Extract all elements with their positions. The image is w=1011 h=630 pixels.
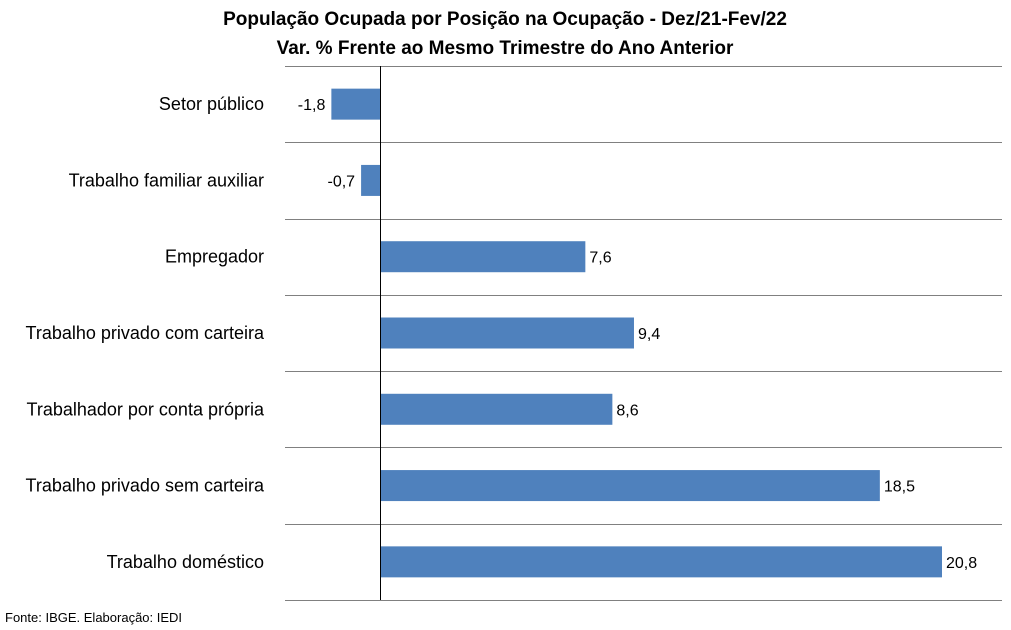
bar: [380, 470, 880, 502]
chart-subtitle: Var. % Frente ao Mesmo Trimestre do Ano …: [277, 38, 734, 59]
value-label: 9,4: [638, 326, 660, 343]
value-label: -0,7: [328, 173, 356, 190]
source-note: Fonte: IBGE. Elaboração: IEDI: [5, 610, 182, 625]
bar: [331, 88, 380, 120]
value-label: 18,5: [884, 479, 915, 496]
category-label: Empregador: [165, 247, 264, 267]
category-label: Trabalho familiar auxiliar: [69, 170, 264, 190]
bar: [380, 393, 613, 425]
bars: [331, 88, 942, 578]
gridlines: [285, 66, 1002, 601]
bar: [361, 164, 380, 196]
category-label: Trabalhador por conta própria: [27, 399, 265, 419]
chart-title: População Ocupada por Posição na Ocupaçã…: [223, 9, 787, 30]
value-label: 8,6: [616, 402, 638, 419]
category-label: Setor público: [159, 94, 264, 114]
category-labels: Setor público Trabalho familiar auxiliar E…: [26, 94, 265, 572]
category-label: Trabalho doméstico: [107, 552, 264, 572]
bar: [380, 546, 942, 578]
value-label: 7,6: [589, 250, 611, 267]
category-label: Trabalho privado sem carteira: [26, 476, 265, 496]
value-labels: -1,8 -0,7 7,6 9,4 8,6 18,5 20,8: [298, 97, 977, 572]
bar: [380, 317, 634, 349]
bar: [380, 241, 586, 273]
value-label: -1,8: [298, 97, 326, 114]
category-label: Trabalho privado com carteira: [26, 323, 265, 343]
value-label: 20,8: [946, 555, 977, 572]
